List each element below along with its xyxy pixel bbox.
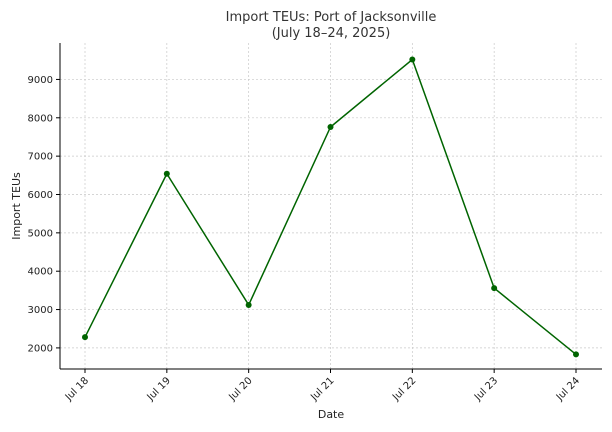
y-tick-label: 7000 <box>28 152 53 163</box>
data-point <box>409 56 416 63</box>
x-axis-label: Date <box>318 408 345 421</box>
data-point <box>245 301 252 308</box>
x-tick-label: Jul 18 <box>63 375 91 403</box>
y-tick-label: 3000 <box>28 305 53 316</box>
data-point <box>327 123 334 130</box>
data-point <box>491 285 498 292</box>
x-ticks: Jul 18 Jul 19 Jul 20 Jul 21 Jul 22 Jul 23 Jul … <box>63 369 582 404</box>
chart-title: Import TEUs: Port of Jacksonville <box>226 10 437 25</box>
x-tick-label: Jul 19 <box>145 375 173 403</box>
x-tick-label: Jul 24 <box>554 375 582 403</box>
x-tick-label: Jul 20 <box>227 375 255 403</box>
x-tick-label: Jul 21 <box>308 375 336 403</box>
y-tick-label: 6000 <box>28 190 53 201</box>
data-point <box>82 334 88 341</box>
y-axis-label: Import TEUs <box>10 172 23 240</box>
x-tick-label: Jul 23 <box>472 375 500 403</box>
series <box>82 56 579 358</box>
x-tick-label: Jul 22 <box>390 375 418 403</box>
y-tick-label: 5000 <box>28 228 53 239</box>
grid <box>60 43 602 369</box>
y-tick-label: 8000 <box>28 113 53 124</box>
axes <box>59 43 602 370</box>
y-tick-label: 9000 <box>28 75 53 86</box>
data-point <box>573 351 579 358</box>
y-tick-label: 2000 <box>28 343 53 354</box>
chart-subtitle: (July 18–24, 2025) <box>272 26 391 41</box>
y-tick-label: 4000 <box>28 267 53 278</box>
y-ticks: 2000 3000 4000 5000 6000 7000 8000 9000 <box>28 75 60 354</box>
data-point <box>163 170 170 177</box>
